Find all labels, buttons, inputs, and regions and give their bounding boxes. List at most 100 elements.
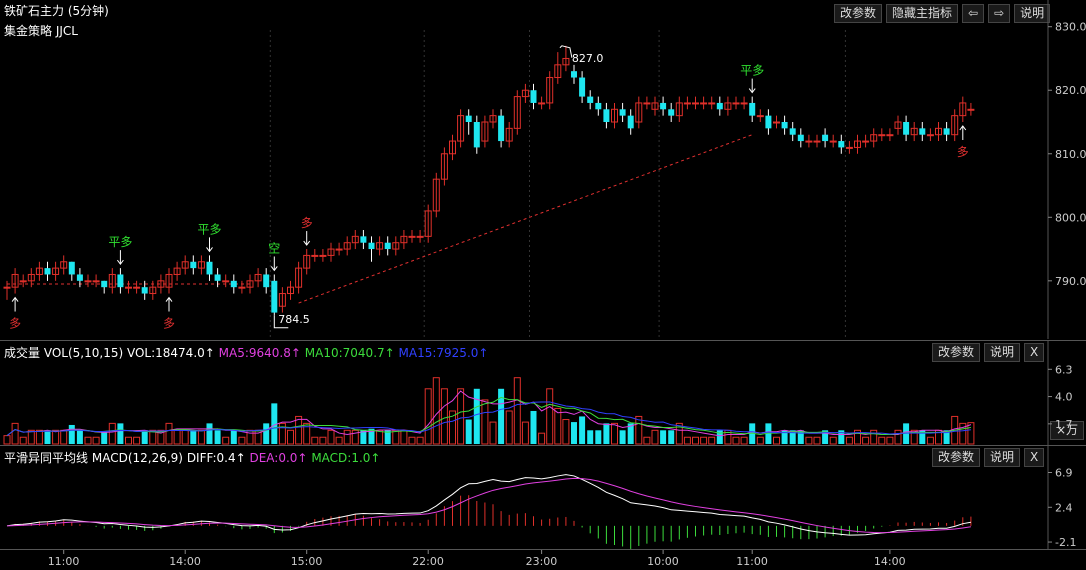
candle-body-up [108, 273, 116, 288]
candle-body-up [335, 248, 343, 251]
volume-bar-up [52, 429, 60, 445]
hide-main-indicator-button[interactable]: 隐藏主指标 [886, 4, 959, 23]
arrow-right-icon[interactable]: ⇨ [988, 4, 1011, 23]
candle-body-down [660, 102, 667, 110]
high-label: 827.0 [572, 52, 604, 65]
volume-bar-up [222, 436, 230, 445]
candle-body-down [668, 109, 675, 116]
candle-body-up [886, 134, 894, 137]
strategy-label: 集金策略 JJCL [4, 24, 78, 38]
volume-change-params-button[interactable]: 改参数 [932, 343, 981, 362]
candle-body-up [756, 115, 764, 118]
volume-label: 成交量 [4, 346, 41, 360]
volume-bar-down [530, 410, 537, 444]
candle-body-up [222, 280, 230, 283]
macd-close-button[interactable]: X [1024, 448, 1045, 467]
volume-bar-down [76, 430, 83, 444]
volume-bar-down [190, 430, 197, 444]
volume-bar-up [173, 429, 181, 445]
candle-body-down [903, 122, 910, 135]
volume-bar-up [732, 436, 740, 445]
volume-bar-down [595, 430, 602, 444]
time-tick-label: 22:00 [412, 555, 444, 568]
volume-bar-up [870, 429, 878, 445]
signal-arrowhead [206, 247, 213, 253]
candle-body-down [68, 261, 75, 275]
macd-help-button[interactable]: 说明 [984, 448, 1021, 467]
candle-body-up [505, 127, 513, 142]
candle-body-down [627, 115, 634, 129]
volume-bar-up [278, 422, 286, 445]
low-marker [273, 315, 289, 329]
candle-body-up [319, 254, 327, 257]
volume-bar-up [457, 388, 465, 445]
volume-bar-up [854, 429, 861, 445]
candle-body-up [773, 121, 780, 124]
candle-body-up [197, 261, 205, 269]
macd-dea: DEA:0.0↑ [249, 451, 308, 465]
arrow-left-icon[interactable]: ⇦ [962, 4, 985, 23]
candle-body-up [35, 267, 43, 275]
volume-bar-down [214, 430, 221, 444]
candle-body-up [60, 261, 68, 269]
candle-body-up [457, 115, 465, 142]
volume-bar-up [756, 436, 764, 445]
time-tick-label: 23:00 [526, 555, 558, 568]
macd-change-params-button[interactable]: 改参数 [932, 448, 981, 467]
signal-label: 平多 [198, 222, 222, 236]
volume-bar-up [708, 436, 716, 445]
volume-bar-down [68, 424, 75, 444]
candle-body-up [19, 280, 27, 283]
volume-bar-up [845, 436, 853, 445]
signal-arrowhead [270, 266, 278, 272]
volume-bar-down [716, 430, 723, 444]
volume-bar-up [335, 436, 343, 445]
candle-body-down [206, 261, 213, 275]
candle-body-up [303, 254, 311, 269]
change-params-button[interactable]: 改参数 [834, 4, 883, 23]
volume-bar-up [197, 429, 205, 445]
price-chart: 830.0820.0810.0800.0790.0827.0784.5多平多多平… [3, 0, 1086, 339]
volume-bar-down [943, 430, 950, 444]
candle-body-down [368, 242, 375, 250]
candle-body-up [935, 127, 942, 136]
candle-body-up [133, 286, 141, 289]
volume-bar-up [886, 436, 894, 445]
macd-diff-line [6, 474, 971, 536]
volume-bar-up [862, 436, 870, 445]
price-tick-label: 790.0 [1055, 275, 1086, 288]
candle-body-down [789, 128, 796, 135]
unit-toggle-button[interactable]: ×万 [1050, 421, 1085, 440]
volume-close-button[interactable]: X [1024, 343, 1045, 362]
signal-arrowhead [303, 240, 311, 246]
candle-body-down [943, 128, 950, 135]
candle-body-up [894, 121, 902, 129]
candle-body-down [838, 141, 845, 148]
time-tick-label: 11:00 [48, 555, 80, 568]
volume-help-button[interactable]: 说明 [984, 343, 1021, 362]
volume-bar-down [368, 428, 375, 444]
volume-bar-up [311, 436, 319, 445]
volume-bar-up [408, 436, 416, 445]
candle-body-down [465, 115, 472, 122]
signal-arrowhead [11, 296, 19, 302]
volume-bar-down [749, 423, 756, 444]
volume-bar-up [125, 436, 132, 445]
volume-bar-down [465, 419, 472, 444]
volume-ma10: MA10:7040.7↑ [304, 346, 395, 360]
volume-bar-up [878, 436, 886, 445]
volume-bar-down [206, 423, 213, 444]
volume-bar-up [683, 436, 691, 445]
volume-bar-down [781, 430, 788, 444]
candle-body-down [530, 90, 537, 103]
candle-body-up [700, 102, 708, 105]
candle-body-down [230, 280, 237, 288]
volume-bar-up [562, 419, 570, 445]
volume-bar-up [351, 429, 359, 445]
volume-bar-up [149, 429, 157, 445]
help-button[interactable]: 说明 [1014, 4, 1051, 23]
signal-label: 平多 [740, 64, 764, 78]
candle-body-down [360, 236, 367, 243]
candle-body-up [926, 134, 934, 137]
volume-chart: 6.3 4.0 1.7 [3, 341, 1073, 445]
